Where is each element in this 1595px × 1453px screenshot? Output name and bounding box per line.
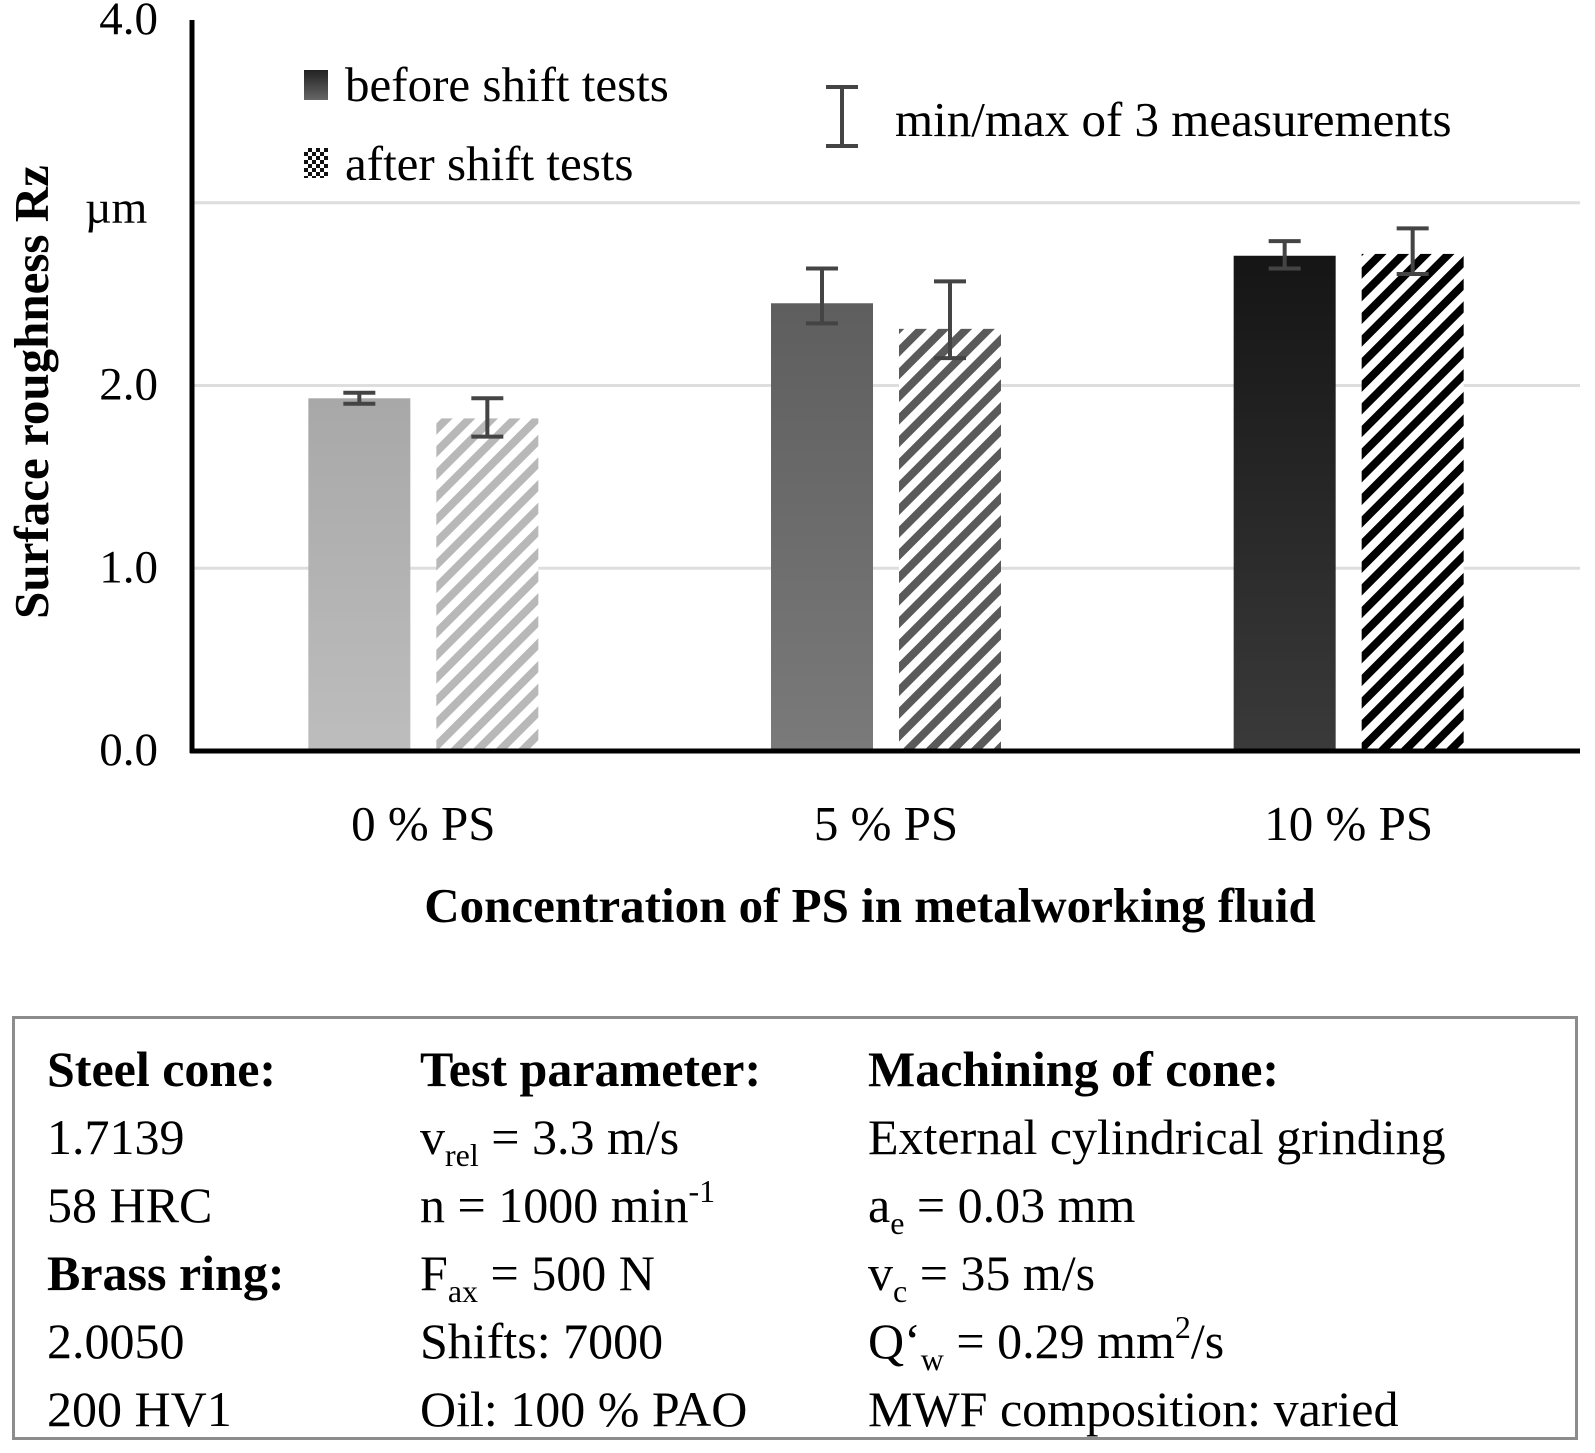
depth-of-cut: ae = 0.03 mm: [868, 1177, 1136, 1241]
y-axis-unit: µm: [85, 182, 148, 233]
errorbar-before-0: [343, 390, 376, 406]
errorbar-after-2: [1396, 226, 1429, 277]
errorbar-after-0: [471, 396, 504, 439]
x-axis-title: Concentration of PS in metalworking flui…: [424, 878, 1316, 933]
x-tick-label: 0 % PS: [351, 796, 495, 851]
steel-cone-heading: Steel cone:: [47, 1041, 277, 1097]
axial-force: Fax = 500 N: [420, 1245, 655, 1309]
y-tick-label: 2.0: [99, 359, 158, 411]
brass-ring-material: 2.0050: [47, 1313, 185, 1369]
bar-before-1: [771, 303, 873, 751]
steel-cone-material: 1.7139: [47, 1109, 185, 1165]
removal-rate: Q‘w = 0.29 mm2/s: [868, 1309, 1225, 1377]
legend-swatch-before: [304, 70, 328, 100]
legend-label-after: after shift tests: [345, 136, 633, 191]
machining-heading: Machining of cone:: [868, 1041, 1280, 1097]
mwf-composition: MWF composition: varied: [868, 1381, 1399, 1437]
errorbar-before-1: [806, 266, 838, 326]
errorbar-before-2: [1268, 239, 1301, 271]
shifts: Shifts: 7000: [420, 1313, 664, 1369]
test-info-box: Steel cone: 1.7139 58 HRC Brass ring: 2.…: [12, 1016, 1578, 1440]
legend-errorbar-icon: [826, 85, 858, 148]
x-tick-label: 5 % PS: [814, 796, 958, 851]
y-tick-label: 1.0: [99, 541, 158, 593]
steel-cone-hardness: 58 HRC: [47, 1177, 213, 1233]
y-tick-label: 4.0: [99, 0, 158, 45]
errorbar-after-1: [934, 279, 966, 361]
x-tick-label: 10 % PS: [1264, 796, 1433, 851]
brass-ring-heading: Brass ring:: [47, 1245, 285, 1301]
legend-label-errorbar: min/max of 3 measurements: [895, 92, 1452, 147]
test-parameter-column: Test parameter: vrel = 3.3 m/s n = 1000 …: [420, 1035, 761, 1443]
machining-column: Machining of cone: External cylindrical …: [868, 1035, 1446, 1443]
oil: Oil: 100 % PAO: [420, 1381, 748, 1437]
cutting-speed: vc = 35 m/s: [868, 1245, 1096, 1309]
grinding-method: External cylindrical grinding: [868, 1109, 1446, 1165]
bar-before-0: [308, 398, 411, 751]
brass-ring-hardness: 200 HV1: [47, 1381, 232, 1437]
steel-cone-column: Steel cone: 1.7139 58 HRC Brass ring: 2.…: [47, 1035, 285, 1443]
y-axis-title: Surface roughness Rz: [4, 165, 59, 619]
bar-after-1: [899, 328, 1001, 751]
bar-after-0: [436, 418, 539, 751]
legend-swatch-after: [304, 148, 328, 178]
y-tick-label: 0.0: [99, 724, 158, 776]
legend-label-before: before shift tests: [345, 57, 669, 112]
bar-after-2: [1361, 253, 1464, 752]
relative-velocity: vrel = 3.3 m/s: [420, 1109, 680, 1173]
rotational-speed: n = 1000 min-1: [420, 1173, 716, 1233]
bar-chart: 0.0 1.0 2.0 4.0 0 % PS 5 % PS 10 % PS Surface…: [4, 0, 1580, 933]
test-parameter-heading: Test parameter:: [420, 1041, 762, 1097]
bar-before-2: [1233, 255, 1336, 751]
legend: before shift tests after shift tests min…: [304, 57, 1452, 191]
